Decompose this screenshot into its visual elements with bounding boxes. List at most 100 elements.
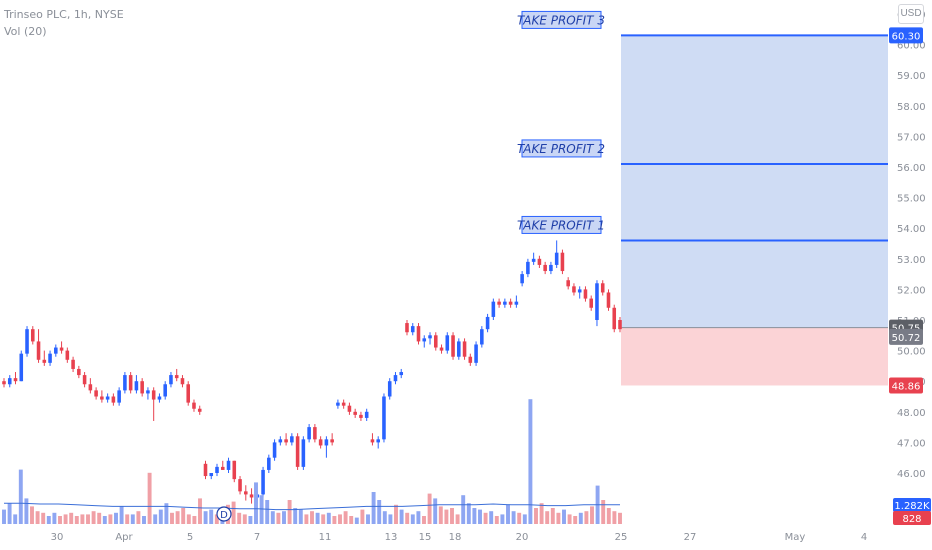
candle-body [526,261,530,275]
candle-body [88,384,93,391]
x-tick-label: 25 [615,532,628,543]
volume-bar [52,512,57,524]
volume-bar [450,508,454,524]
candle-body [330,439,334,443]
x-tick-label: 4 [861,532,867,543]
candle-body [134,381,139,391]
y-tick-label: 60.00 [897,41,926,52]
y-tick-label: 59.00 [897,71,926,82]
candle-body [428,335,432,339]
y-tick-label: 47.00 [897,438,926,449]
take-profit-label: TAKE PROFIT 1 [517,218,605,232]
volume-bar [13,514,18,524]
volume-bar [466,503,471,524]
candle-body [359,414,363,418]
volume-indicator-label: Vol (20) [4,25,47,38]
y-tick-label: 53.00 [897,255,926,266]
candle-body [468,356,473,363]
candle-body [238,479,242,492]
loss-zone [621,327,888,386]
volume-badge [893,498,931,512]
price-badge [889,27,923,44]
volume-bar [584,511,589,524]
candle-body [13,378,18,382]
y-tick-label: 54.00 [897,224,926,235]
candle-body [77,368,81,376]
candle-body [537,258,542,265]
candle-body [163,384,167,397]
candle-body [554,252,559,265]
volume-bar [489,511,494,524]
volume-bar [326,512,331,524]
volume-bar [545,511,550,524]
volume-bar [517,512,522,524]
volume-bar [164,503,169,524]
candle-body [618,320,622,330]
volume-bar [343,511,348,524]
volume-badge-text: 828 [902,514,921,525]
volume-bar [63,514,68,524]
volume-bar [528,399,533,524]
candle-body [583,289,588,299]
volume-bar [332,516,337,524]
volume-bar [102,516,107,524]
volume-bar [338,514,342,524]
volume-bar [500,514,505,524]
dividend-marker-icon[interactable] [216,506,232,522]
volume-bar [170,512,174,524]
volume-bar [455,514,460,524]
volume-bar [287,500,292,524]
take-profit-label-box [521,215,602,234]
x-tick-label: May [785,532,806,543]
candle-body [445,335,450,351]
candle-body [497,301,501,305]
volume-bar [567,514,572,524]
volume-bar [130,514,135,524]
volume-bar [304,514,309,524]
volume-bar [405,512,410,524]
volume-bar [427,493,432,524]
x-tick-label: 20 [516,532,529,543]
price-badge-text: 50.72 [892,333,921,344]
volume-bar [371,492,376,524]
volume-bar [142,516,146,524]
currency-selector[interactable]: USD [898,4,924,24]
candle-body [180,378,185,385]
candle-body [54,347,58,354]
candle-body [232,460,237,480]
candle-body [140,381,144,394]
candle-body [94,390,98,397]
volume-bar [108,514,113,524]
volume-bar [612,511,617,524]
take-profit-label-box [521,10,602,29]
candle-body [295,436,300,467]
candle-body [151,390,156,400]
candle-body [209,473,214,477]
candle-body [36,341,41,360]
y-tick-label: 56.00 [897,163,926,174]
profit-zone [621,35,888,328]
candle-body [376,439,380,443]
volume-badge-text: 1.282K [894,501,930,512]
candle-body [244,491,248,495]
volume-bar [550,508,555,524]
volume-bar [35,511,40,524]
candle-body [612,307,617,330]
candle-body [267,457,271,470]
volume-bar [293,508,298,524]
candle-body [508,301,513,305]
volume-bar [360,509,365,524]
candle-body [485,316,490,330]
candle-body [31,329,35,342]
volume-bar [511,511,516,524]
candle-body [313,427,317,440]
volume-bar [86,514,90,524]
candle-body [324,439,329,446]
volume-bar [298,509,303,524]
price-badge [889,377,923,394]
volume-bar [321,514,326,524]
volume-bar [181,508,186,524]
y-tick-label: 57.00 [897,132,926,143]
candle-body [48,353,52,363]
